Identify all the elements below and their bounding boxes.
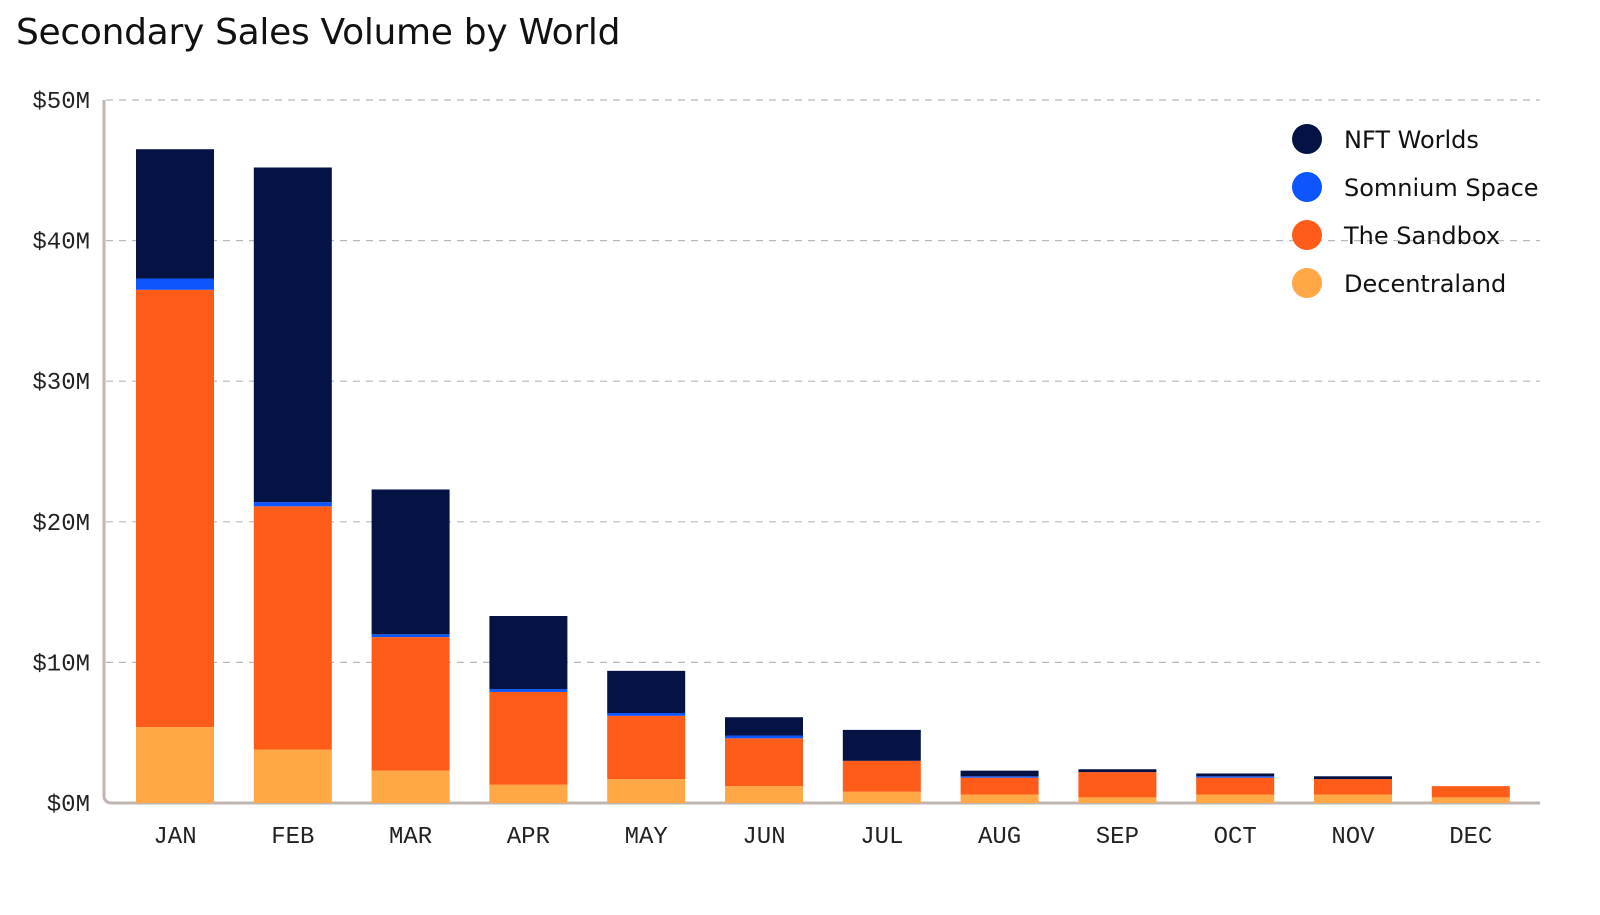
bar-segment-decentraland-jul bbox=[842, 791, 921, 803]
y-tick-label: $30M bbox=[32, 370, 90, 397]
x-tick-label: JAN bbox=[153, 824, 196, 851]
bar-segment-nft-worlds-nov bbox=[1314, 776, 1392, 780]
x-tick-label: MAR bbox=[389, 824, 432, 851]
bar-segment-the-sandbox-apr bbox=[489, 691, 568, 785]
y-tick-label: $0M bbox=[47, 792, 90, 819]
bar-segment-somnium-space-aug bbox=[960, 776, 1039, 778]
x-tick-label: OCT bbox=[1214, 824, 1257, 851]
bar-segment-the-sandbox-oct bbox=[1196, 777, 1275, 795]
bar-segment-the-sandbox-mar bbox=[371, 637, 450, 771]
x-tick-label: APR bbox=[507, 824, 550, 851]
bar-segment-decentraland-mar bbox=[371, 770, 450, 803]
legend-swatch bbox=[1292, 172, 1322, 202]
bar-segment-somnium-space-jan bbox=[136, 278, 214, 290]
x-tick-label: SEP bbox=[1096, 824, 1139, 851]
bar-segment-the-sandbox-jul bbox=[842, 760, 921, 792]
legend-label: Decentraland bbox=[1344, 270, 1506, 298]
bar-segment-the-sandbox-dec bbox=[1431, 786, 1510, 798]
bar-segment-the-sandbox-jun bbox=[725, 738, 803, 787]
bar-segment-decentraland-feb bbox=[253, 749, 332, 803]
y-axis-ticks: $0M $10M $20M $30M $40M $50M bbox=[32, 89, 90, 819]
bar-segment-the-sandbox-nov bbox=[1314, 779, 1392, 795]
bar-segment-decentraland-aug bbox=[960, 794, 1039, 803]
legend-label: The Sandbox bbox=[1343, 222, 1500, 250]
bar-segment-nft-worlds-jun bbox=[725, 717, 803, 736]
x-tick-label: AUG bbox=[978, 824, 1021, 851]
legend-swatch bbox=[1292, 268, 1322, 298]
bar-segment-decentraland-jan bbox=[136, 727, 214, 803]
bar-segment-nft-worlds-aug bbox=[960, 770, 1039, 777]
bar-segment-nft-worlds-may bbox=[607, 670, 686, 714]
legend-label: NFT Worlds bbox=[1344, 126, 1479, 154]
bar-segment-somnium-space-may bbox=[607, 713, 686, 716]
x-tick-label: FEB bbox=[271, 824, 314, 851]
bar-segment-somnium-space-oct bbox=[1196, 776, 1275, 778]
bar-segment-the-sandbox-sep bbox=[1078, 772, 1157, 798]
y-tick-label: $50M bbox=[32, 89, 90, 116]
bar-segment-somnium-space-apr bbox=[489, 689, 568, 692]
x-tick-label: NOV bbox=[1331, 824, 1375, 851]
x-tick-label: DEC bbox=[1449, 824, 1492, 851]
bar-segment-the-sandbox-jan bbox=[136, 289, 214, 728]
x-tick-label: MAY bbox=[625, 824, 668, 851]
legend-swatch bbox=[1292, 220, 1322, 250]
bar-segment-nft-worlds-jul bbox=[842, 729, 921, 761]
bar-segment-the-sandbox-may bbox=[607, 715, 686, 780]
legend-swatch bbox=[1292, 124, 1322, 154]
gridlines bbox=[106, 99, 1540, 664]
bar-segment-decentraland-apr bbox=[489, 784, 568, 803]
bar-segment-nft-worlds-mar bbox=[371, 489, 450, 635]
bar-segment-decentraland-jun bbox=[725, 786, 803, 803]
y-tick-label: $40M bbox=[32, 230, 90, 257]
bars bbox=[136, 149, 1510, 803]
bar-segment-decentraland-dec bbox=[1431, 797, 1510, 803]
bar-segment-somnium-space-mar bbox=[371, 634, 450, 638]
axes bbox=[102, 100, 1540, 805]
bar-segment-the-sandbox-feb bbox=[253, 506, 332, 750]
legend: NFT Worlds Somnium Space The Sandbox Decent… bbox=[1292, 124, 1539, 298]
bar-segment-decentraland-sep bbox=[1078, 797, 1157, 803]
x-tick-label: JUL bbox=[860, 824, 903, 851]
bar-segment-decentraland-may bbox=[607, 779, 686, 803]
axis-line bbox=[102, 100, 1540, 805]
bar-segment-decentraland-oct bbox=[1196, 794, 1275, 803]
x-axis-ticks: JAN FEB MAR APR MAY JUN JUL AUG SEP OCT NOV DEC bbox=[153, 824, 1492, 851]
chart-title: Secondary Sales Volume by World bbox=[16, 12, 621, 53]
bar-segment-nft-worlds-oct bbox=[1196, 773, 1275, 777]
bar-segment-the-sandbox-aug bbox=[960, 777, 1039, 795]
y-tick-label: $10M bbox=[32, 651, 90, 678]
bar-segment-nft-worlds-jan bbox=[136, 149, 214, 279]
bar-segment-nft-worlds-sep bbox=[1078, 769, 1157, 773]
bar-segment-somnium-space-feb bbox=[253, 502, 332, 507]
y-tick-label: $20M bbox=[32, 511, 90, 538]
bar-segment-nft-worlds-feb bbox=[253, 167, 332, 503]
bar-segment-nft-worlds-apr bbox=[489, 616, 568, 690]
legend-label: Somnium Space bbox=[1344, 174, 1539, 202]
bar-segment-decentraland-nov bbox=[1314, 794, 1392, 803]
x-tick-label: JUN bbox=[742, 824, 785, 851]
bar-segment-somnium-space-jun bbox=[725, 735, 803, 739]
